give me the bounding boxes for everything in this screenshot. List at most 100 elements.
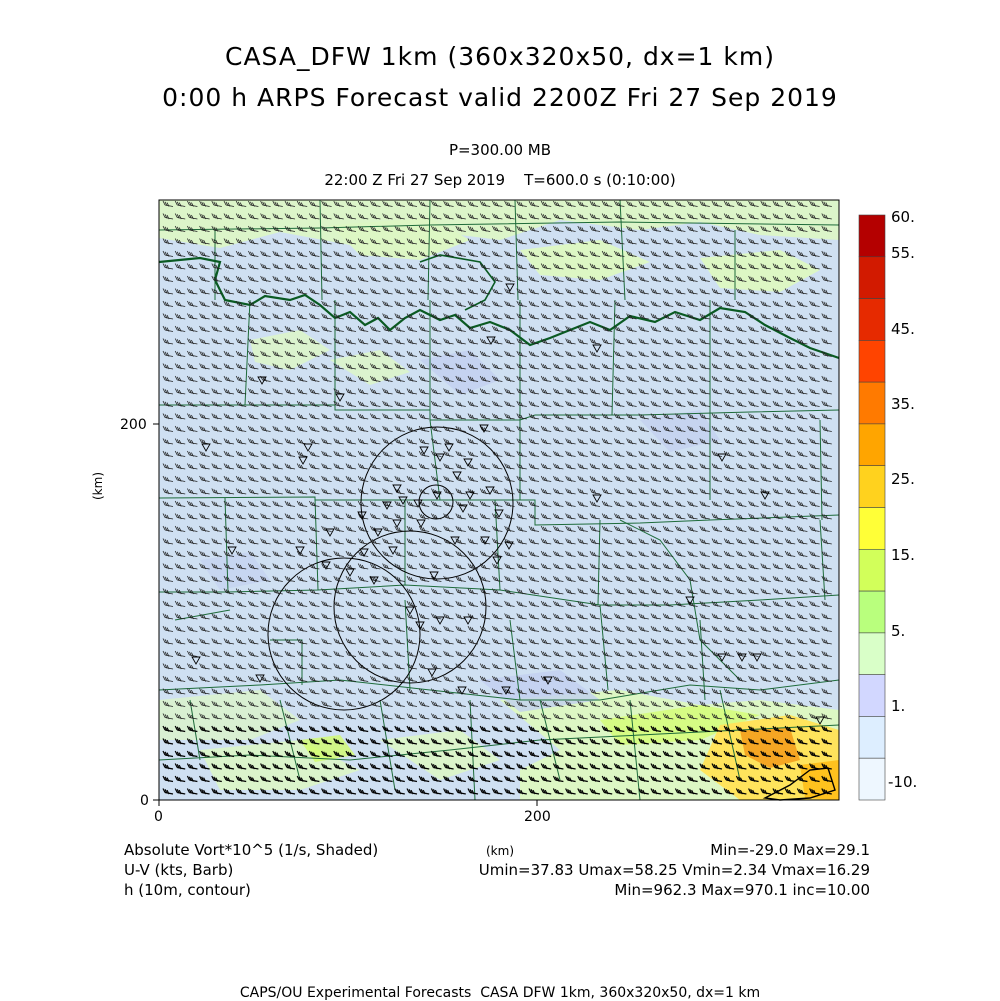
wind-barb [528, 550, 540, 557]
wind-barb [309, 513, 320, 520]
wind-barb [723, 463, 735, 470]
wind-barb [211, 750, 222, 758]
wind-barb [528, 288, 540, 295]
wind-barb [467, 275, 479, 282]
wind-barb [821, 663, 832, 670]
wind-barb [345, 363, 357, 370]
wind-barb [516, 388, 527, 395]
wind-barb [187, 325, 198, 332]
wind-barb [699, 550, 710, 557]
wind-barb [748, 288, 759, 295]
wind-barb [418, 425, 430, 432]
wind-barb [736, 425, 747, 432]
wind-barb [784, 688, 796, 695]
wind-barb [296, 750, 308, 758]
wind-barb [601, 238, 613, 245]
wind-barb [467, 663, 479, 670]
wind-barb [431, 563, 442, 570]
wind-barb [528, 488, 540, 495]
wind-barb [418, 525, 430, 532]
wind-barb [516, 350, 527, 357]
wind-barb [723, 513, 735, 520]
wind-barb [284, 725, 296, 733]
wind-barb [711, 675, 723, 682]
wind-barb [479, 775, 491, 783]
wind-barb [357, 338, 369, 345]
wind-barb [662, 775, 674, 783]
wind-barb [321, 563, 332, 570]
wind-barb [321, 425, 332, 432]
wind-barb [577, 488, 588, 495]
wind-barb [431, 313, 442, 320]
wind-barb [284, 488, 296, 495]
pressure-level-label: P=300.00 MB [448, 141, 552, 159]
wind-barb [797, 613, 808, 620]
wind-barb [223, 563, 235, 570]
wind-barb [187, 200, 198, 207]
wind-barb [784, 788, 796, 795]
wind-barb [577, 513, 588, 520]
wind-barb [382, 200, 393, 207]
wind-barb [784, 763, 796, 770]
wind-barb [638, 750, 649, 758]
wind-barb [199, 588, 210, 595]
wind-barb [333, 400, 344, 407]
wind-barb [284, 338, 296, 345]
wind-barb [248, 350, 259, 357]
wind-barb [614, 550, 625, 557]
wind-barb [565, 575, 576, 582]
wind-barb [748, 388, 759, 395]
wind-barb [223, 438, 235, 445]
wind-barb [357, 275, 369, 282]
wind-barb [516, 250, 527, 257]
wind-barb [345, 488, 357, 495]
wind-barb [479, 388, 491, 395]
wind-barb [504, 250, 515, 257]
wind-barb [723, 400, 735, 407]
wind-barb [345, 500, 357, 507]
wind-barb [796, 738, 808, 745]
wind-barb [675, 638, 686, 645]
wind-barb [333, 675, 344, 682]
wind-barb [211, 788, 222, 795]
station-marker [485, 486, 495, 495]
wind-barb [601, 588, 613, 595]
wind-barb [272, 663, 283, 670]
wind-barb [199, 300, 210, 307]
wind-barb [821, 388, 832, 395]
wind-barb [223, 488, 235, 495]
wind-barb [187, 288, 198, 295]
wind-barb [296, 413, 308, 420]
wind-barb [736, 350, 747, 357]
wind-barb [565, 550, 576, 557]
wind-barb [333, 488, 344, 495]
wind-barb [748, 775, 759, 783]
wind-barb [296, 738, 308, 745]
wind-barb [455, 275, 466, 282]
wind-barb [479, 588, 491, 595]
wind-barb [199, 663, 210, 670]
wind-barb [650, 325, 662, 332]
wind-barb [321, 675, 332, 682]
wind-barb [565, 463, 576, 470]
wind-barb [345, 375, 357, 382]
wind-barb [187, 500, 198, 507]
wind-barb [394, 575, 405, 582]
wind-barb [418, 413, 430, 420]
wind-barb [699, 763, 710, 770]
wind-barb [797, 463, 808, 470]
wind-barb [662, 375, 674, 382]
wind-barb [162, 225, 174, 232]
wind-barb [650, 550, 662, 557]
wind-barb [723, 450, 735, 457]
wind-barb [675, 525, 686, 532]
wind-barb [443, 388, 454, 395]
wind-barb [589, 613, 601, 620]
wind-barb [565, 350, 576, 357]
wind-barb [516, 600, 527, 607]
wind-barb [247, 750, 259, 758]
wind-barb [699, 600, 710, 607]
wind-barb [577, 600, 588, 607]
wind-barb [272, 200, 283, 207]
wind-barb [565, 263, 576, 270]
